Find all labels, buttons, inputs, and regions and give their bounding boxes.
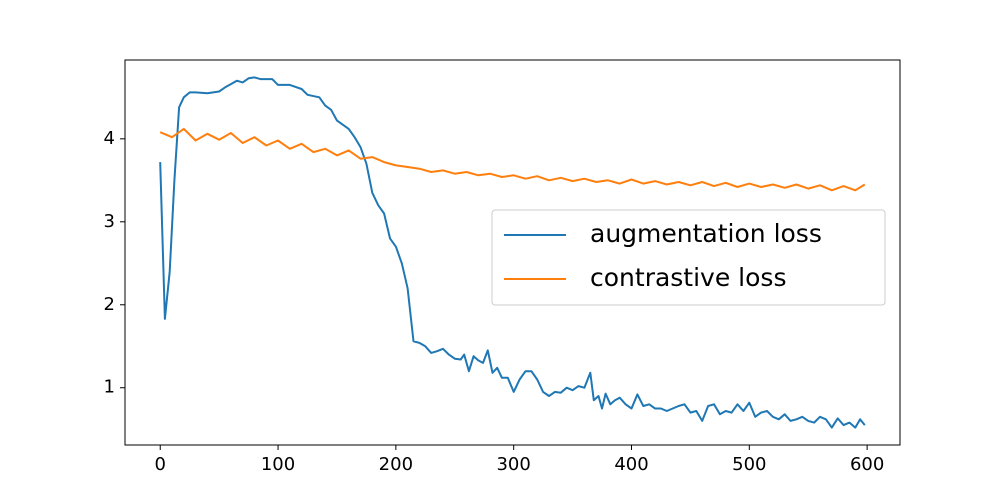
x-tick-label: 500	[732, 454, 766, 475]
legend-label: augmentation loss	[590, 219, 822, 248]
legend-box	[491, 209, 886, 306]
y-tick-label: 1	[104, 377, 115, 398]
y-tick-label: 2	[104, 294, 115, 315]
x-tick-label: 200	[379, 454, 413, 475]
x-tick-label: 300	[496, 454, 530, 475]
x-tick-label: 600	[850, 454, 884, 475]
x-tick-label: 0	[155, 454, 166, 475]
legend-label: contrastive loss	[590, 263, 786, 292]
y-tick-label: 3	[104, 211, 115, 232]
x-tick-label: 100	[261, 454, 295, 475]
plot-frame	[124, 59, 901, 446]
series-line	[159, 127, 866, 192]
y-tick-label: 4	[104, 128, 115, 149]
x-tick-label: 400	[614, 454, 648, 475]
series-line	[159, 76, 866, 429]
